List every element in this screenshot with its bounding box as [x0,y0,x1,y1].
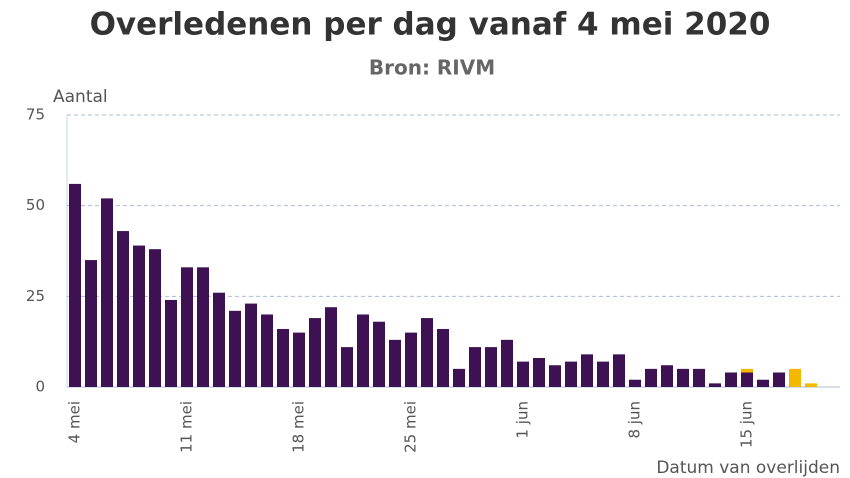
bar [645,368,657,387]
chart-subtitle: Bron: RIVM [369,56,495,80]
bar [533,357,545,387]
x-tick-label: 25 mei [402,401,420,453]
bar [565,361,577,387]
bar [453,368,465,387]
bar [421,318,433,387]
x-tick-label: 8 jun [626,401,644,439]
bar [805,383,817,387]
x-tick-label: 1 jun [514,401,532,439]
bar [197,267,209,387]
bar [741,372,753,387]
bar [693,368,705,387]
bar [325,307,337,387]
y-tick-label: 50 [26,196,45,214]
bar [517,361,529,387]
bar [245,303,257,387]
bar [597,361,609,387]
bar [213,292,225,387]
x-tick-label: 4 mei [66,401,84,443]
x-axis-label: Datum van overlijden [656,458,840,478]
x-tick-label: 18 mei [290,401,308,453]
bar [789,368,801,387]
y-tick-label: 0 [35,378,45,396]
bar [101,198,113,387]
bar [357,314,369,387]
bar [165,299,177,387]
bar [549,365,561,387]
bar [85,260,97,387]
bar [613,354,625,387]
bar [277,328,289,387]
bar [149,249,161,387]
bar [373,321,385,387]
bar [581,354,593,387]
bar [405,332,417,387]
bar [117,231,129,387]
x-tick-label: 11 mei [178,401,196,453]
bar [629,379,641,387]
y-tick-label: 75 [26,106,45,124]
y-tick-label: 25 [26,287,45,305]
y-axis-label: Aantal [53,87,108,107]
bar [389,339,401,387]
x-tick-label: 15 jun [738,401,756,448]
bar [677,368,689,387]
bar [229,310,241,387]
bar [661,365,673,387]
chart-title: Overledenen per dag vanaf 4 mei 2020 [90,7,771,43]
bar [69,183,81,387]
bar [501,339,513,387]
bar [725,372,737,387]
bar [773,372,785,387]
bar [293,332,305,387]
bar [485,347,497,387]
bar [341,347,353,387]
bar [741,368,753,373]
bar [437,328,449,387]
bar [133,245,145,387]
bar [261,314,273,387]
bar [309,318,321,387]
bar [469,347,481,387]
bar [181,267,193,387]
bar [709,383,721,387]
bar [757,379,769,387]
